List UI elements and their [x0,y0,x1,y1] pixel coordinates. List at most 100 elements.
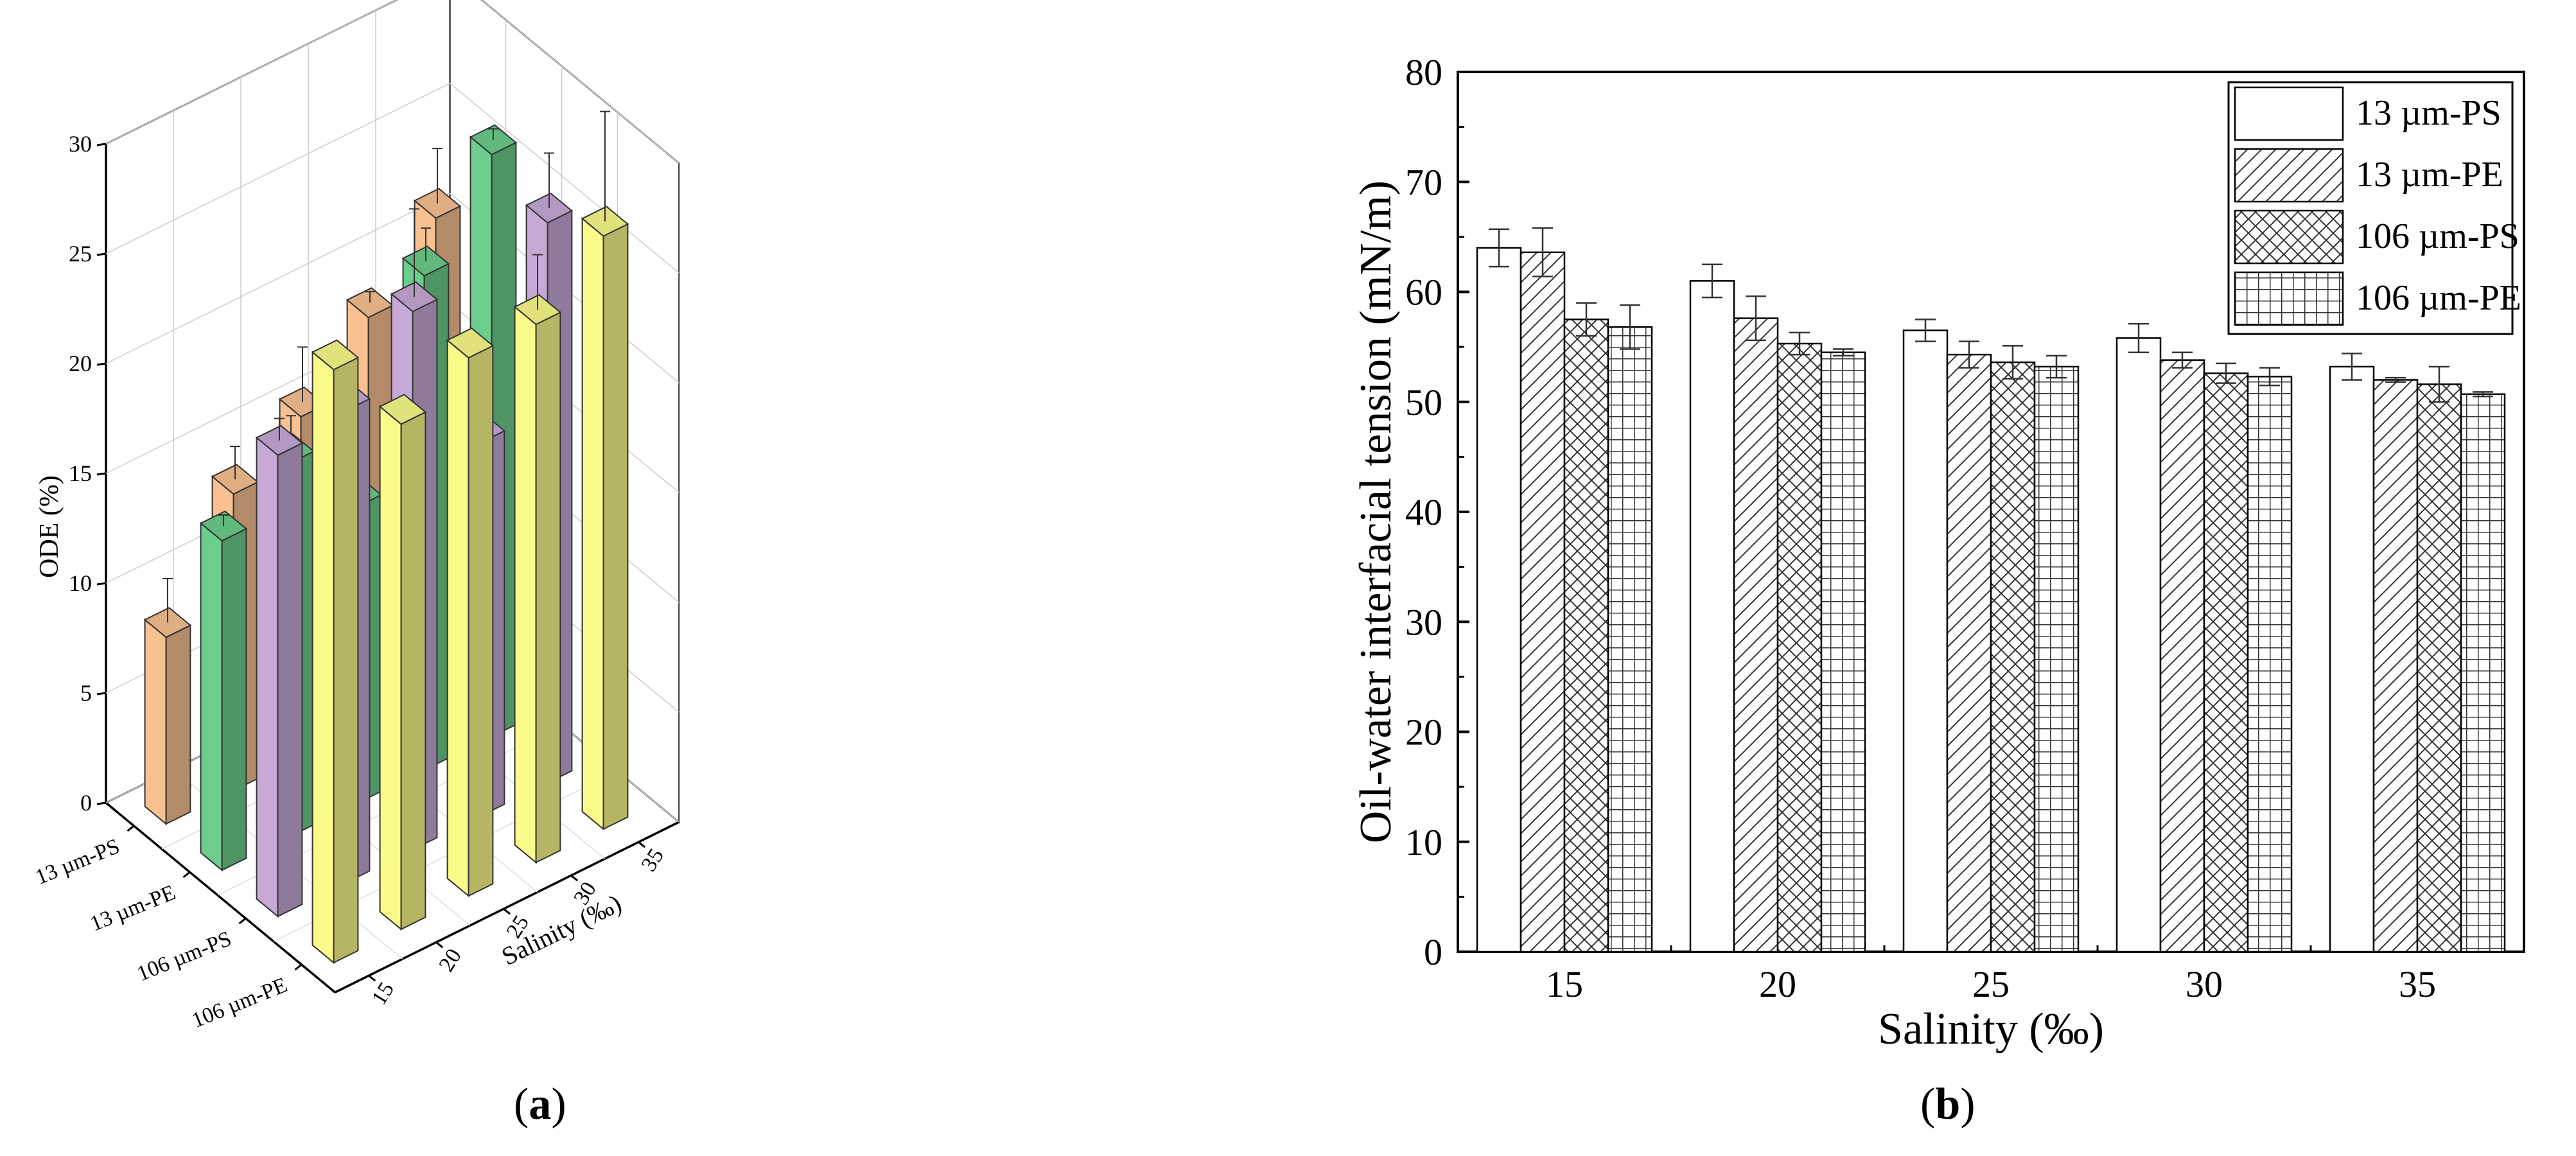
z-tick [96,252,107,256]
bar-3d [446,327,495,898]
bar [1733,317,1779,953]
bar-3d [513,254,562,864]
x-tick-label: 30 [2186,963,2223,1005]
y-tick-label: 40 [1405,491,1442,533]
legend-label: 13 µm-PS [2356,93,2502,133]
bar-front-face [165,624,191,825]
panel-a-letter: a [529,1080,552,1129]
gridline [105,83,450,254]
series-tick-label: 106 µm-PS [134,927,234,986]
y-tick-label: 30 [1405,601,1442,643]
chart-b-axes: 0 10 20 30 40 50 60 70 80 15 20 25 30 35 Salinity (‰) O… [1351,51,2525,1054]
salinity-tick-label: 15 [367,978,399,1009]
bar [2416,383,2462,953]
x-tick-label: 20 [1759,963,1796,1005]
salinity-tick [368,975,376,982]
chart-b-bars [1476,227,2506,953]
salinity-tick [435,941,444,949]
bar [1946,353,1992,953]
series-tick-label: 13 µm-PE [87,880,179,936]
y-axis-label: Oil-water interfacial tension (mN/m) [1351,180,1401,843]
bar-3d [143,577,192,826]
salinity-tick-label: 20 [435,945,466,976]
z-tick-label: 30 [69,131,92,157]
bar [2159,359,2205,953]
series-tick [238,917,247,925]
bar [2116,337,2162,953]
bar-3d [255,417,304,918]
legend-swatch [2234,86,2344,141]
gridline [450,83,679,274]
x-tick-label: 25 [1972,963,2010,1005]
panel-b-letter: b [1935,1080,1961,1129]
bar-3d [199,510,248,872]
y-tick-label: 60 [1405,272,1442,313]
bar [1990,361,2036,953]
bar-3d [378,394,427,931]
salinity-tick [638,841,646,848]
legend-swatch [2234,271,2344,326]
z-tick [96,692,107,696]
series-tick [294,963,302,971]
chart-b-legend: 13 µm-PS 13 µm-PE 106 µm-PS 106 µm-PE [2227,81,2521,335]
z-tick-label: 15 [69,460,92,486]
salinity-tick [503,908,511,915]
bar-front-face [468,344,494,897]
bar [1689,280,1735,953]
bar-top-face [378,394,427,425]
bar [2460,393,2506,953]
chart-b-bar-chart: 0 10 20 30 40 50 60 70 80 15 20 25 30 35 Salinity (‰) O… [1351,51,2525,1054]
bar-front-face [221,527,247,871]
x-tick-label: 35 [2399,963,2436,1005]
z-tick-label: 10 [69,570,92,596]
bar-side-face [379,405,402,931]
bar-side-face [514,305,537,864]
bar [1820,351,1866,953]
bar [2372,379,2419,953]
legend-swatch [2234,209,2344,265]
bar-top-face [446,327,495,359]
series-tick [127,825,135,832]
z-tick-label: 0 [80,790,92,816]
salinity-axis-line [334,821,679,994]
z-tick [96,801,107,805]
x-axis-label: Salinity (‰) [1878,1004,2104,1054]
z-tick-label: 25 [69,241,92,267]
panel-b-label: (b) [1920,1080,1976,1129]
series-tick-label: 106 µm-PE [188,973,290,1033]
bar [1776,342,1823,953]
bar-side-face [200,521,223,872]
bar-side-face [144,618,167,826]
legend-label: 13 µm-PE [2356,155,2503,195]
bar [2329,365,2375,953]
bar [1563,319,1609,953]
z-tick-label: 20 [69,351,92,376]
z-axis-label: ODE (%) [35,475,64,578]
bar [1607,326,1653,953]
bar-front-face [333,356,359,964]
y-tick-label: 80 [1405,51,1442,93]
bar-side-face [581,217,604,831]
bar-front-face [400,411,426,931]
gridline [105,193,450,364]
legend-label: 106 µm-PS [2356,216,2519,256]
series-tick [182,871,191,879]
z-tick [96,582,107,586]
bar-top-face [311,339,360,371]
z-tick-label: 5 [80,680,92,706]
y-tick-label: 0 [1424,931,1442,973]
bar [2203,372,2249,953]
y-tick-label: 20 [1405,712,1442,753]
z-tick [96,143,107,146]
bar [2033,365,2080,953]
bar-front-face [277,442,303,918]
series-tick-label: 13 µm-PS [32,834,123,889]
bar-side-face [256,436,279,918]
salinity-tick [570,875,579,882]
bar-3d [581,110,629,831]
bar [2247,376,2293,953]
y-tick-label: 10 [1405,821,1442,863]
z-tick [96,362,107,366]
panel-a-label: (a) [514,1080,566,1129]
bar [1520,251,1566,953]
